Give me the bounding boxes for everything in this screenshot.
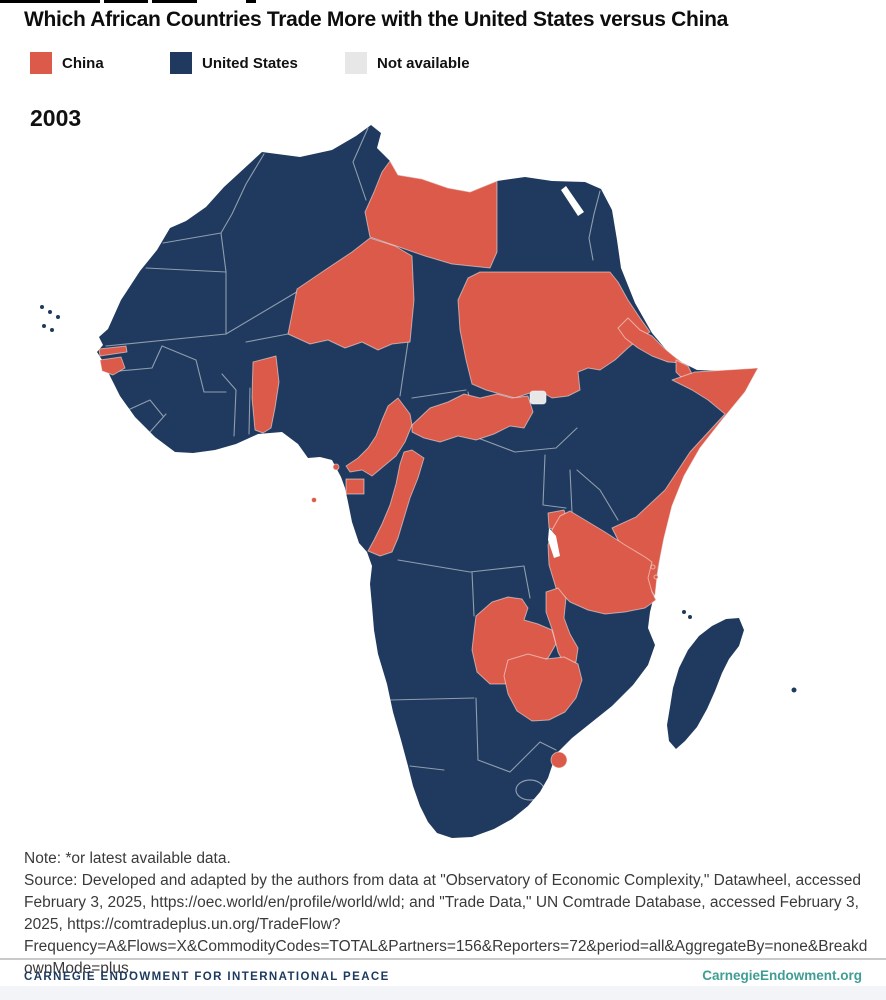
legend-label-not-available: Not available	[377, 54, 470, 72]
country-borders	[105, 127, 619, 773]
region-libya	[364, 160, 498, 269]
footer-website-link[interactable]: CarnegieEndowment.org	[702, 968, 862, 983]
top-crop-mark	[0, 0, 100, 3]
gulf-of-suez	[561, 186, 584, 216]
not-available-swatch	[345, 52, 367, 74]
top-crop-mark	[246, 0, 256, 3]
region-lesotho-outline	[515, 779, 545, 801]
region-cameroon	[345, 397, 413, 477]
source-line: Source: Developed and adapted by the aut…	[24, 872, 868, 977]
region-sudan	[457, 271, 651, 399]
region-zanzibar	[650, 564, 656, 570]
region-zimbabwe	[503, 653, 583, 722]
region-niger	[287, 237, 415, 351]
region-guinea-bissau	[99, 356, 126, 376]
region-madagascar	[667, 618, 744, 749]
region-congo-republic	[367, 449, 425, 557]
year-label: 2003	[30, 105, 82, 131]
region-pemba	[653, 574, 659, 580]
legend-item-china: China	[30, 51, 104, 75]
legend-label-united-states: United States	[202, 54, 298, 72]
region-not-available-area	[529, 390, 547, 405]
region-eswatini	[550, 751, 568, 769]
region-mauritius	[791, 687, 797, 693]
legend: China United States Not available	[0, 51, 886, 75]
region-central-african-republic	[411, 393, 534, 443]
chart-title: Which African Countries Trade More with …	[24, 8, 729, 31]
region-cape-verde	[40, 305, 60, 332]
top-crop-mark	[152, 0, 197, 3]
footer-org-name: CARNEGIE ENDOWMENT FOR INTERNATIONAL PEA…	[24, 971, 390, 983]
china-swatch	[30, 52, 52, 74]
united-states-swatch	[170, 52, 192, 74]
region-benin	[251, 355, 280, 434]
legend-item-united-states: United States	[170, 51, 298, 75]
bottom-strip	[0, 986, 886, 1000]
region-sao-tome	[311, 497, 317, 503]
region-somalia	[611, 367, 759, 597]
top-crop-mark	[104, 0, 148, 3]
note-line: Note: *or latest available data.	[24, 850, 231, 867]
footer-divider	[0, 958, 886, 960]
region-equatorial-guinea	[345, 478, 365, 495]
legend-label-china: China	[62, 54, 104, 72]
legend-item-not-available: Not available	[345, 51, 470, 75]
region-bioko-island	[332, 463, 340, 471]
notes-block: Note: *or latest available data. Source:…	[24, 848, 869, 980]
region-comoros	[682, 610, 692, 619]
lake-tanganyika	[548, 528, 560, 558]
region-gambia	[98, 345, 128, 357]
region-malawi	[545, 587, 579, 667]
